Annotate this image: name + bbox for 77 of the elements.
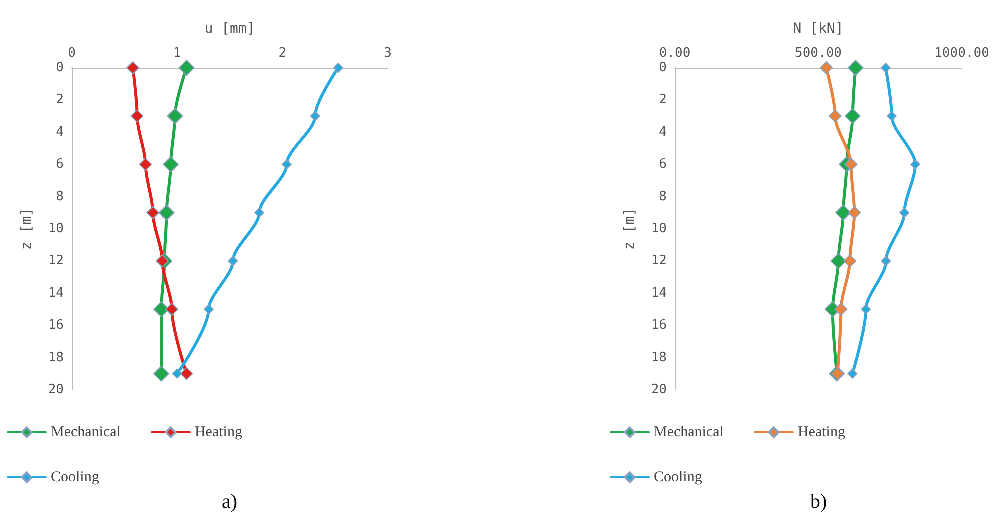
point [828,110,842,123]
x-tick-label: 500.00 [795,46,842,61]
point [166,303,179,316]
x-tick-label: 0 [68,46,76,61]
x-axis-title: u [mm] [204,21,256,37]
point [254,208,264,218]
point [910,160,921,170]
x-tick-label: 3 [384,46,392,61]
y-tick-label: 0 [659,60,667,76]
x-tick-label: 2 [278,46,287,61]
y-tick-label: 20 [651,382,667,398]
y-tick-label: 14 [48,286,64,301]
x-axis-title: N [kN] [793,21,844,37]
text: b) [810,491,828,513]
point [228,256,238,266]
point [820,62,834,74]
point [163,156,180,173]
point [881,256,892,266]
point [886,111,897,122]
text: a) [222,491,238,513]
point [830,253,847,270]
point [844,158,858,172]
point [130,110,144,123]
x-tick-label: 0.00 [659,46,691,61]
y-tick-label: 4 [659,124,668,140]
y-tick-label: 4 [56,124,64,140]
point [282,160,292,170]
point [310,111,320,122]
point [848,60,864,76]
y-tick-label: 10 [48,222,64,236]
point [834,303,848,316]
point [154,366,170,382]
y-tick-label: 12 [651,254,667,269]
y-tick-label: 18 [651,350,667,366]
legend-label: Cooling [654,470,703,486]
y-tick-label: 16 [48,318,64,334]
point [156,254,170,268]
point [180,367,194,380]
point [861,304,872,314]
point [158,204,175,221]
point [172,368,182,379]
y-tick-label: 12 [48,254,64,269]
legend-label: Heating [194,424,243,440]
point [146,206,160,220]
y-axis-title: z [m] [622,208,638,250]
y-tick-label: 10 [651,222,667,236]
legend-label: Mechanical [51,424,121,440]
legend-label: Mechanical [654,424,724,440]
y-tick-label: 2 [56,92,64,108]
x-tick-label: 1 [173,46,182,61]
y-axis-title: z [m] [19,208,35,250]
point [333,63,344,73]
point [139,158,152,172]
point [178,60,195,76]
y-tick-label: 8 [56,189,64,204]
y-tick-label: 6 [56,157,64,172]
point [844,108,861,124]
point [835,204,852,221]
legend-label: Heating [798,424,846,440]
point [844,254,857,268]
y-tick-label: 18 [48,350,64,366]
point [900,208,910,218]
point [880,63,891,73]
point [204,304,214,314]
point [848,368,858,379]
y-tick-label: 8 [659,189,667,204]
y-tick-label: 2 [659,92,667,108]
point [848,206,862,220]
y-tick-label: 16 [651,318,667,334]
y-tick-label: 0 [56,60,64,76]
point [126,62,140,74]
y-tick-label: 6 [659,157,667,172]
point [167,108,184,124]
y-tick-label: 20 [48,382,64,398]
legend-label: Cooling [51,470,100,486]
x-tick-label: 1000.00 [934,46,990,61]
y-tick-label: 14 [651,286,668,301]
